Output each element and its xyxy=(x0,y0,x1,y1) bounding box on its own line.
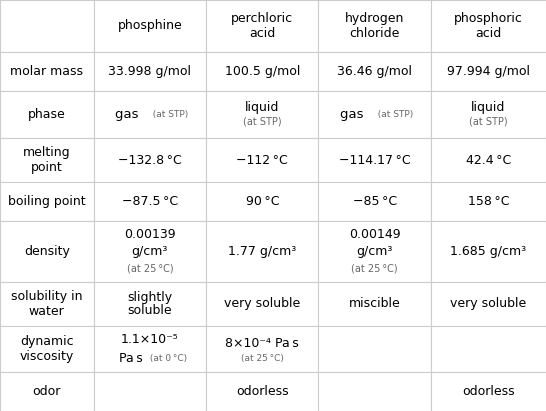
Bar xyxy=(206,182,318,221)
Bar xyxy=(206,139,318,182)
Bar xyxy=(94,139,206,182)
Bar xyxy=(318,91,431,139)
Text: solubility in
water: solubility in water xyxy=(11,290,82,318)
Text: 1.1×10⁻⁵: 1.1×10⁻⁵ xyxy=(121,333,179,346)
Text: melting
point: melting point xyxy=(23,146,70,174)
Bar xyxy=(431,221,546,282)
Text: phosphine: phosphine xyxy=(117,19,182,32)
Text: 158 °C: 158 °C xyxy=(468,195,509,208)
Text: 42.4 °C: 42.4 °C xyxy=(466,154,511,167)
Text: (at STP): (at STP) xyxy=(243,116,282,126)
Text: phase: phase xyxy=(28,108,66,121)
Bar xyxy=(0,282,94,326)
Text: −87.5 °C: −87.5 °C xyxy=(122,195,178,208)
Text: odorless: odorless xyxy=(462,385,515,398)
Bar xyxy=(206,372,318,411)
Text: 100.5 g/mol: 100.5 g/mol xyxy=(224,65,300,78)
Text: 8×10⁻⁴ Pa s: 8×10⁻⁴ Pa s xyxy=(225,337,299,350)
Text: 0.00139: 0.00139 xyxy=(124,228,176,241)
Text: phosphoric
acid: phosphoric acid xyxy=(454,12,523,40)
Text: perchloric
acid: perchloric acid xyxy=(232,12,293,40)
Bar xyxy=(94,326,206,372)
Text: (at 25 °C): (at 25 °C) xyxy=(241,354,284,363)
Bar xyxy=(0,221,94,282)
Bar xyxy=(206,282,318,326)
Bar xyxy=(94,52,206,91)
Text: very soluble: very soluble xyxy=(224,298,300,310)
Text: soluble: soluble xyxy=(128,304,172,316)
Bar xyxy=(431,0,546,52)
Bar xyxy=(431,91,546,139)
Text: 1.685 g/cm³: 1.685 g/cm³ xyxy=(450,245,526,258)
Bar xyxy=(318,372,431,411)
Bar xyxy=(94,221,206,282)
Bar xyxy=(431,372,546,411)
Bar xyxy=(94,91,206,139)
Text: g/cm³: g/cm³ xyxy=(132,245,168,258)
Bar xyxy=(431,282,546,326)
Bar xyxy=(318,139,431,182)
Text: very soluble: very soluble xyxy=(450,298,526,310)
Text: (at 0 °C): (at 0 °C) xyxy=(147,354,187,363)
Text: −112 °C: −112 °C xyxy=(236,154,288,167)
Bar xyxy=(0,0,94,52)
Text: slightly: slightly xyxy=(127,291,173,304)
Text: density: density xyxy=(24,245,70,258)
Bar xyxy=(206,91,318,139)
Text: −132.8 °C: −132.8 °C xyxy=(118,154,182,167)
Bar xyxy=(94,282,206,326)
Text: −114.17 °C: −114.17 °C xyxy=(339,154,411,167)
Bar xyxy=(318,221,431,282)
Text: boiling point: boiling point xyxy=(8,195,86,208)
Bar xyxy=(94,0,206,52)
Bar xyxy=(318,326,431,372)
Bar xyxy=(0,182,94,221)
Text: 33.998 g/mol: 33.998 g/mol xyxy=(109,65,192,78)
Text: gas: gas xyxy=(340,108,372,121)
Text: 1.77 g/cm³: 1.77 g/cm³ xyxy=(228,245,296,258)
Bar xyxy=(206,52,318,91)
Text: g/cm³: g/cm³ xyxy=(357,245,393,258)
Text: (at 25 °C): (at 25 °C) xyxy=(352,263,398,274)
Bar xyxy=(318,52,431,91)
Text: 97.994 g/mol: 97.994 g/mol xyxy=(447,65,530,78)
Bar xyxy=(0,326,94,372)
Text: (at 25 °C): (at 25 °C) xyxy=(127,263,173,274)
Text: 36.46 g/mol: 36.46 g/mol xyxy=(337,65,412,78)
Bar xyxy=(431,52,546,91)
Bar xyxy=(318,0,431,52)
Bar xyxy=(431,326,546,372)
Text: 90 °C: 90 °C xyxy=(246,195,279,208)
Bar xyxy=(0,139,94,182)
Text: liquid: liquid xyxy=(245,102,280,114)
Bar xyxy=(431,139,546,182)
Text: (at STP): (at STP) xyxy=(147,110,188,119)
Text: −85 °C: −85 °C xyxy=(353,195,397,208)
Text: molar mass: molar mass xyxy=(10,65,84,78)
Bar xyxy=(431,182,546,221)
Bar xyxy=(206,221,318,282)
Text: dynamic
viscosity: dynamic viscosity xyxy=(20,335,74,363)
Text: odorless: odorless xyxy=(236,385,289,398)
Text: odor: odor xyxy=(33,385,61,398)
Bar xyxy=(0,52,94,91)
Text: miscible: miscible xyxy=(349,298,401,310)
Bar xyxy=(0,91,94,139)
Bar xyxy=(318,282,431,326)
Bar xyxy=(206,0,318,52)
Text: gas: gas xyxy=(115,108,147,121)
Bar xyxy=(0,372,94,411)
Text: (at STP): (at STP) xyxy=(469,116,508,126)
Bar xyxy=(94,372,206,411)
Bar xyxy=(206,326,318,372)
Text: liquid: liquid xyxy=(471,102,506,114)
Bar xyxy=(318,182,431,221)
Bar xyxy=(94,182,206,221)
Text: 0.00149: 0.00149 xyxy=(349,228,401,241)
Text: (at STP): (at STP) xyxy=(372,110,413,119)
Text: hydrogen
chloride: hydrogen chloride xyxy=(345,12,405,40)
Text: Pa s: Pa s xyxy=(120,352,147,365)
